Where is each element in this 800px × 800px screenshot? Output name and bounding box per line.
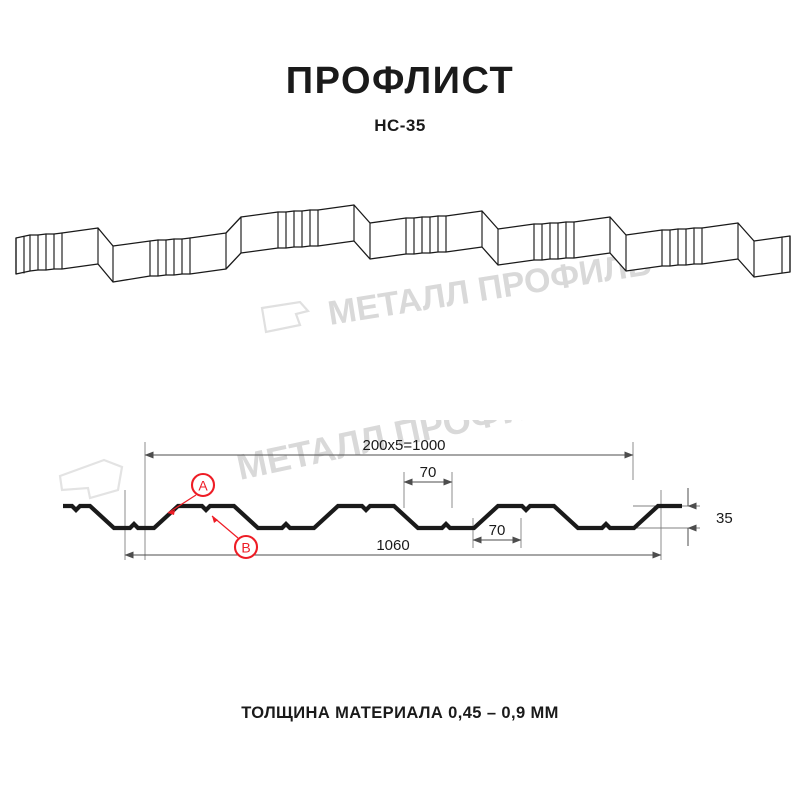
dimension-texts: 200x5=1000 1060 70 70 35 <box>363 437 733 554</box>
material-thickness-note: ТОЛЩИНА МАТЕРИАЛА 0,45 – 0,9 ММ <box>241 704 559 722</box>
callout-b-label: B <box>241 540 250 556</box>
page-title: ПРОФЛИСТ <box>285 60 515 102</box>
callout-a-label: A <box>198 478 208 494</box>
callout-b-arrow-icon <box>212 516 218 523</box>
iso-sheet-outline <box>15 204 791 283</box>
witness-lines <box>124 442 700 560</box>
section-svg: МЕТАЛЛ ПРОФИЛЬ <box>58 420 733 560</box>
dim-text-bottom-flange: 70 <box>489 522 506 539</box>
watermark-logo-icon <box>260 300 311 334</box>
isometric-view: МЕТАЛЛ ПРОФИЛЬ <box>0 190 800 360</box>
model-designation: НС-35 <box>374 115 426 135</box>
profile-path <box>63 503 682 531</box>
callout-group: A B <box>167 472 259 560</box>
callout-b-circle[interactable] <box>233 534 259 560</box>
footer-block: ТОЛЩИНА МАТЕРИАЛА 0,45 – 0,9 ММ <box>0 704 800 723</box>
dim-text-overall: 1060 <box>376 537 409 554</box>
title-block: ПРОФЛИСТ НС-35 <box>0 60 800 136</box>
callout-a-circle[interactable] <box>190 472 216 498</box>
dim-text-pitch: 200x5=1000 <box>363 437 446 454</box>
isometric-svg: МЕТАЛЛ ПРОФИЛЬ <box>15 204 791 334</box>
callout-a-leader <box>167 494 197 514</box>
section-view: МЕТАЛЛ ПРОФИЛЬ <box>0 420 800 600</box>
dimension-lines <box>124 451 697 559</box>
callout-a-arrow-icon <box>168 510 175 515</box>
watermark-iso: МЕТАЛЛ ПРОФИЛЬ <box>260 244 654 334</box>
iso-fold-lines <box>15 204 791 283</box>
dim-text-top-flange: 70 <box>420 464 437 481</box>
dim-text-height: 35 <box>716 510 733 527</box>
watermark-section: МЕТАЛЛ ПРОФИЛЬ <box>58 420 580 500</box>
profile-outline <box>63 503 682 531</box>
iso-profile-geometry <box>15 204 791 283</box>
watermark-logo-icon-2 <box>58 458 124 500</box>
